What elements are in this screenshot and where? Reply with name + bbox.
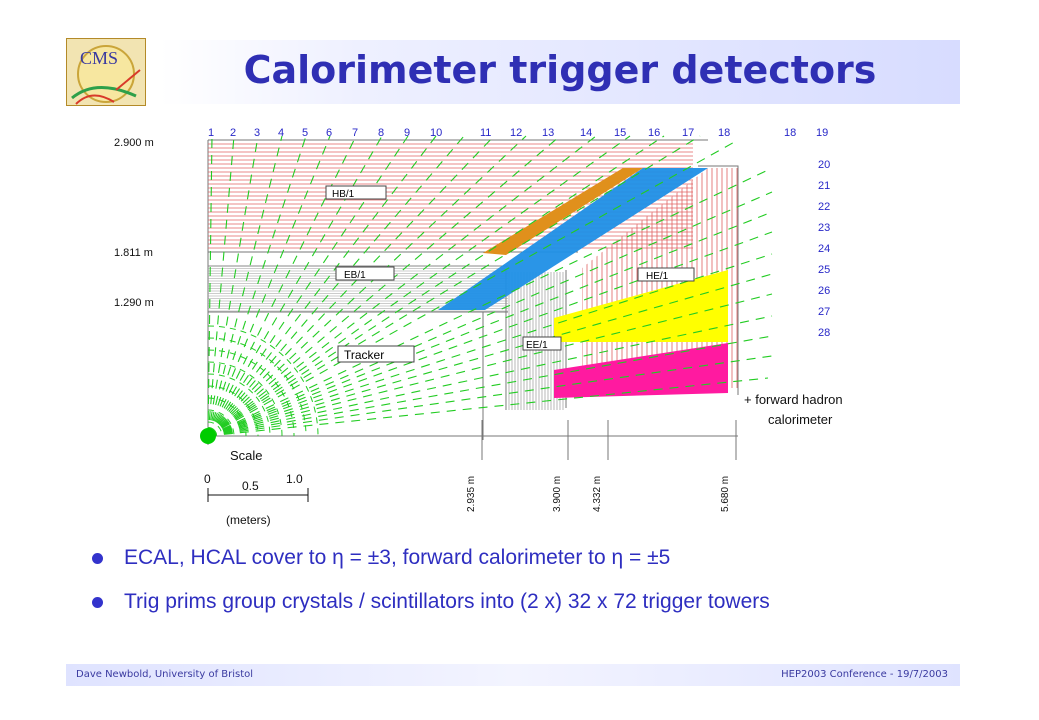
bullet-dot	[92, 597, 103, 608]
tower-numbers: 1 2 3 4 5 6 7 8 9 10 11 12 13 14 15 16 17 18 18 19202122232…	[208, 127, 830, 339]
tower-number-2: 2	[230, 127, 236, 139]
radius-label-1290: 1.290 m	[114, 297, 154, 309]
hb-label: HB/1	[325, 185, 387, 200]
tower-number-12: 12	[510, 127, 522, 139]
scale-tick-05: 0.5	[242, 479, 259, 493]
calorimeter-diagram: HB/1 EB/1 EE/1 HE/1 Tracker 2.900 m 1.81…	[114, 127, 843, 527]
tower-number-9: 9	[404, 127, 410, 139]
tower-number-23: 23	[818, 222, 830, 234]
tower-number-13: 13	[542, 127, 554, 139]
tracker-label: Tracker	[337, 345, 415, 363]
radius-label-1811: 1.811 m	[114, 247, 153, 259]
ee-label-text: EE/1	[526, 340, 548, 351]
tower-number-4: 4	[278, 127, 284, 139]
ee-label: EE/1	[522, 336, 562, 351]
tower-number-15: 15	[614, 127, 626, 139]
hb-label-text: HB/1	[332, 189, 355, 200]
title-bar: Calorimeter trigger detectors	[160, 40, 960, 104]
eb-label: EB/1	[335, 266, 395, 281]
tower-number-7: 7	[352, 127, 358, 139]
bullet-item: ECAL, HCAL cover to η = ±3, forward calo…	[88, 544, 968, 588]
radius-label-2900: 2.900 m	[114, 137, 154, 149]
scale-title: Scale	[230, 448, 263, 463]
z-label-5680: 5.680 m	[720, 476, 731, 512]
he-label: HE/1	[637, 267, 695, 282]
tower-number-14: 14	[580, 127, 592, 139]
magenta-tower-band	[554, 343, 728, 398]
tower-number-24: 24	[818, 243, 830, 255]
z-label-4332: 4.332 m	[592, 476, 603, 512]
tracker-layers	[207, 325, 319, 437]
blue-tower-band	[438, 168, 708, 310]
bullet-list: ECAL, HCAL cover to η = ±3, forward calo…	[88, 544, 968, 632]
tower-number-19: 19	[816, 127, 828, 139]
tower-number-10: 10	[430, 127, 442, 139]
eb-label-text: EB/1	[344, 270, 366, 281]
bullet-dot	[92, 553, 103, 564]
page-title: Calorimeter trigger detectors	[243, 48, 877, 92]
he-label-text: HE/1	[646, 271, 669, 282]
forward-note-line2: calorimeter	[768, 412, 833, 427]
tower-number-8: 8	[378, 127, 384, 139]
tower-number-20: 20	[818, 159, 830, 171]
interaction-point	[200, 428, 216, 444]
cms-logo: CMS	[66, 38, 146, 106]
tower-number-18: 18	[718, 127, 730, 139]
tower-boundaries	[207, 135, 773, 437]
tower-number-1: 1	[208, 127, 214, 139]
tracker-label-text: Tracker	[344, 348, 384, 362]
bullet-item: Trig prims group crystals / scintillator…	[88, 588, 968, 632]
footer-bar: Dave Newbold, University of Bristol HEP2…	[66, 664, 960, 686]
tower-number-11: 11	[480, 127, 491, 139]
footer-author: Dave Newbold, University of Bristol	[76, 669, 254, 680]
scale-unit: (meters)	[226, 513, 271, 527]
tower-number-22: 22	[818, 201, 830, 213]
tower-number-6: 6	[326, 127, 332, 139]
tower-number-21: 21	[818, 180, 830, 192]
z-label-3900: 3.900 m	[552, 476, 563, 512]
tower-number-28: 28	[818, 327, 830, 339]
tower-number-17: 17	[682, 127, 694, 139]
z-label-2935: 2.935 m	[466, 476, 477, 512]
tower-number-27: 27	[818, 306, 830, 318]
tower-number-16: 16	[648, 127, 660, 139]
tower-number-5: 5	[302, 127, 308, 139]
orange-tower-band	[483, 168, 643, 255]
forward-note-line1: + forward hadron	[744, 392, 843, 407]
tower-number-26: 26	[818, 285, 830, 297]
scale-tick-0: 0	[204, 472, 211, 486]
bullet-text: Trig prims group crystals / scintillator…	[124, 590, 770, 613]
scale-tick-1: 1.0	[286, 472, 303, 486]
footer-conference: HEP2003 Conference - 19/7/2003	[781, 669, 948, 680]
tower-number-3: 3	[254, 127, 260, 139]
tower-number-18: 18	[784, 127, 796, 139]
logo-text: CMS	[80, 48, 118, 68]
tower-number-25: 25	[818, 264, 830, 276]
scale-bar: Scale 0 1.0 0.5 (meters)	[204, 448, 309, 527]
bullet-text: ECAL, HCAL cover to η = ±3, forward calo…	[124, 546, 671, 569]
